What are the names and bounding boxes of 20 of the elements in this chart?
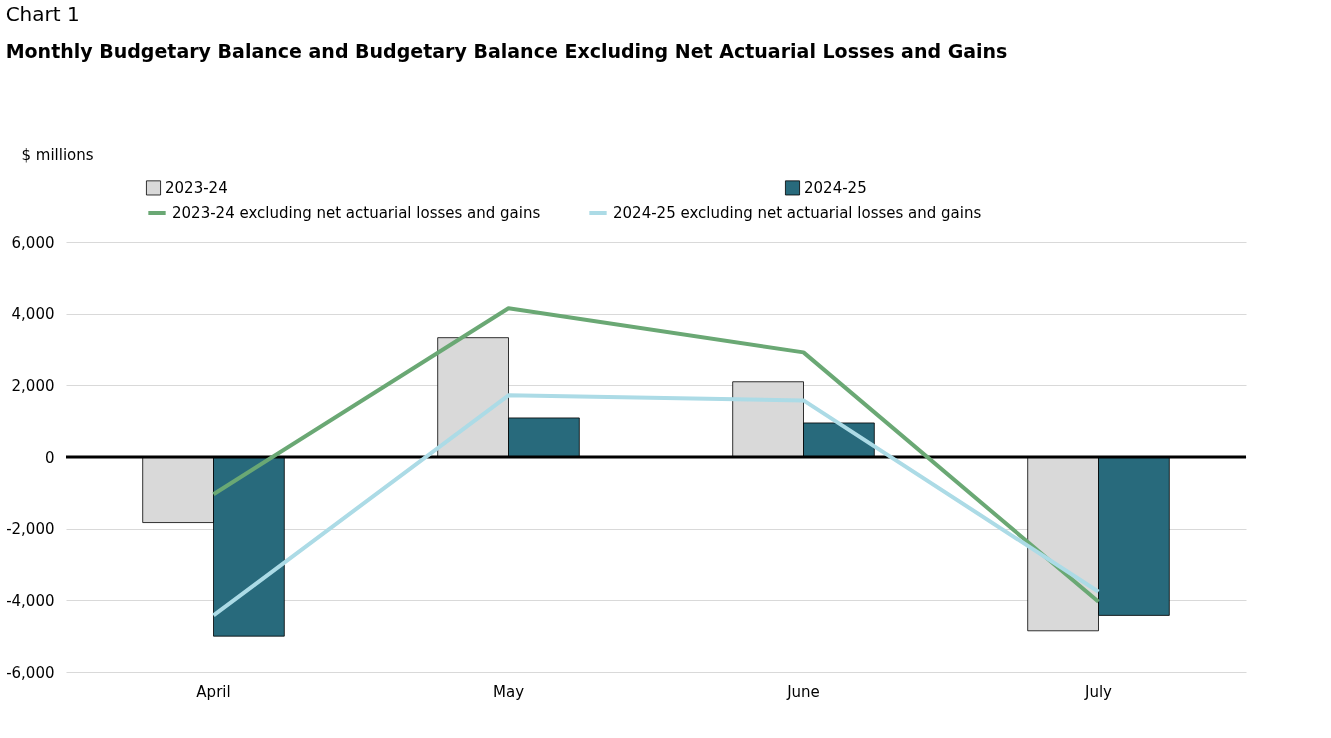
- y-tick-label: -6,000: [6, 663, 55, 682]
- line-series: [211, 306, 1101, 604]
- y-tick-label: -2,000: [6, 520, 55, 539]
- y-tick-label: 0: [44, 448, 55, 467]
- x-tick-label: June: [786, 682, 820, 701]
- y-tick-label: 4,000: [11, 305, 55, 324]
- legend-label: 2024-25: [804, 178, 867, 197]
- x-tick-label: May: [492, 682, 525, 701]
- y-axis-title: $ millions: [21, 145, 94, 164]
- y-tick-label: -4,000: [6, 591, 55, 610]
- legend-label: 2023-24 excluding net actuarial losses and gains: [172, 204, 541, 222]
- x-tick-label: April: [196, 682, 231, 701]
- legend-label: 2024-25 excluding net actuarial losses and gains: [613, 204, 982, 222]
- chart-subtitle: Monthly Budgetary Balance and Budgetary Balance Excluding Net Actuarial Losses and Gains: [5, 40, 1008, 62]
- legend-label: 2023-24: [165, 178, 228, 197]
- y-tick-label: 6,000: [11, 233, 55, 252]
- chart-title: Chart 1: [5, 2, 80, 26]
- line-series: [211, 393, 1101, 618]
- x-tick-label: July: [1084, 682, 1113, 701]
- y-tick-label: 2,000: [11, 376, 55, 395]
